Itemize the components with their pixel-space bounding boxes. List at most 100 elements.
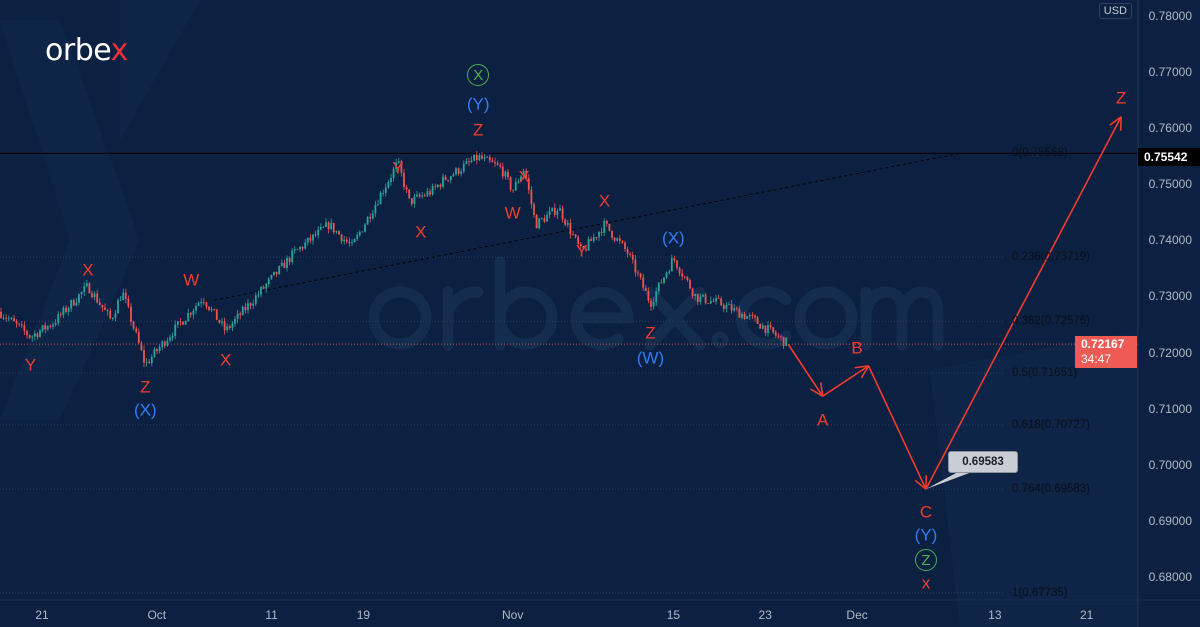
candle-body	[644, 287, 647, 291]
candle-body	[481, 155, 483, 159]
candle-body	[660, 282, 663, 284]
candle-body	[707, 303, 710, 304]
candle-body	[343, 239, 346, 242]
projection-arrow	[925, 116, 1122, 490]
candle-body	[418, 194, 421, 197]
candle-body	[371, 213, 374, 219]
candle-body	[158, 347, 161, 352]
candle-body	[356, 235, 359, 240]
candle-body	[741, 313, 743, 318]
candle-body	[18, 323, 21, 325]
candle-body	[319, 227, 322, 230]
candle-body	[582, 246, 585, 249]
candle-body	[551, 207, 554, 211]
currency-badge[interactable]: USD	[1098, 3, 1132, 19]
candle-body	[46, 326, 49, 330]
fib-level-label: 1(0.67735)	[1012, 586, 1068, 599]
candle-body	[585, 248, 587, 251]
price-tick-label: 0.71000	[1148, 401, 1192, 416]
candle-body	[491, 160, 494, 163]
candle-body	[156, 349, 158, 352]
candle-body	[410, 198, 413, 204]
candle-body	[5, 317, 8, 319]
date-tick-label: 13	[988, 608, 1002, 622]
candle-body	[161, 341, 164, 348]
orbex-logo: orbex	[45, 33, 128, 68]
candle-body	[434, 186, 437, 188]
candle-body	[572, 234, 574, 235]
candle-body	[780, 336, 782, 338]
wave-label: X	[415, 222, 427, 242]
arrow-head	[819, 382, 824, 397]
wave-label: W	[504, 203, 521, 223]
candle-body	[163, 341, 166, 346]
candle-body	[548, 210, 551, 215]
candle-body	[782, 336, 785, 346]
candle-body	[488, 156, 491, 161]
candle-body	[556, 210, 559, 216]
candle-body	[392, 168, 395, 178]
candle-body	[709, 300, 712, 304]
candle-body	[143, 350, 145, 363]
candle-body	[676, 260, 678, 269]
candle-body	[431, 186, 434, 195]
wave-label: (Y)	[914, 525, 938, 545]
candle-body	[785, 337, 788, 346]
candle-body	[439, 184, 442, 187]
candle-body	[704, 294, 707, 304]
candle-body	[722, 305, 725, 309]
candle-body	[174, 324, 177, 337]
arrow-head	[914, 479, 927, 490]
candle-body	[533, 204, 535, 215]
candle-body	[88, 283, 91, 294]
bar-countdown: 34:47	[1081, 352, 1112, 366]
candle-body	[260, 287, 262, 295]
candle-body	[634, 259, 637, 273]
candle-body	[761, 325, 764, 329]
candle-body	[215, 309, 218, 320]
candle-body	[236, 313, 239, 319]
candle-body	[574, 234, 577, 237]
candle-body	[83, 286, 86, 292]
candle-body	[98, 302, 101, 305]
candle-body	[231, 323, 234, 328]
wave-label: X	[467, 64, 490, 87]
candle-body	[764, 325, 767, 334]
fib-level-label: 0.764(0.69583)	[1012, 483, 1091, 496]
candle-body	[75, 302, 78, 306]
candle-body	[85, 283, 88, 287]
wave-label: Y	[575, 241, 588, 261]
price-tick-label: 0.74000	[1148, 233, 1192, 248]
price-tick-label: 0.68000	[1148, 569, 1192, 584]
candle-body	[426, 191, 429, 196]
wave-label: (W)	[636, 348, 665, 368]
candle-body	[403, 172, 405, 188]
candle-body	[65, 307, 67, 312]
candle-body	[153, 349, 156, 357]
candle-body	[520, 176, 522, 182]
candle-body	[202, 301, 205, 303]
fib-level-label: 0.236(0.73719)	[1012, 251, 1091, 264]
candle-body	[699, 296, 702, 302]
candle-body	[746, 316, 749, 319]
candle-body	[496, 163, 499, 165]
candle-body	[717, 298, 720, 299]
date-tick-label: Oct	[147, 608, 167, 622]
candle-body	[769, 325, 772, 328]
candle-body	[291, 250, 294, 262]
candle-body	[78, 294, 80, 303]
candle-body	[460, 171, 463, 174]
candle-body	[730, 304, 733, 311]
candle-body	[501, 166, 504, 177]
candle-body	[257, 294, 260, 296]
candle-body	[527, 178, 530, 190]
candle-body	[299, 246, 301, 250]
wave-label: X	[518, 167, 530, 187]
candle-body	[613, 237, 616, 241]
candle-body	[70, 300, 73, 309]
candle-body	[663, 277, 665, 284]
candle-body	[234, 318, 236, 324]
candle-body	[455, 168, 457, 175]
candle-body	[655, 291, 658, 302]
